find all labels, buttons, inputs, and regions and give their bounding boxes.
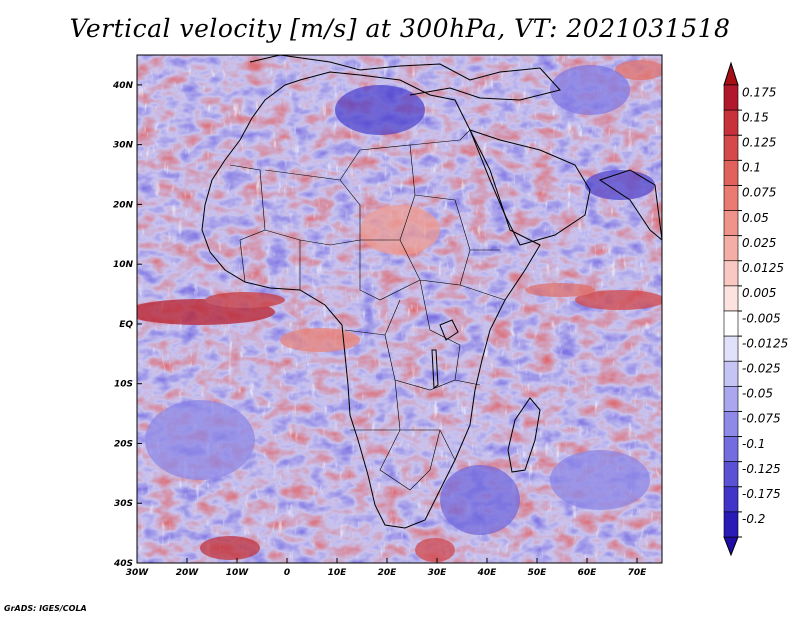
lat-tick-label: 10S [114,380,133,390]
colorbar-swatch [723,411,739,437]
lat-tick-label: 20N [113,200,134,210]
colorbar-swatch [723,436,739,462]
colorbar-top-arrow [723,61,739,86]
colorbar: 0.175 0.15 0.125 0.1 0.075 0.05 0.025 0.0125 0.0… [723,61,788,557]
europe-coastline [249,55,561,101]
lon-tick-label: 30W [126,568,150,578]
lat-tick-label: 30N [113,141,134,151]
lat-tick-label: 30S [114,499,133,509]
plot-frame [136,54,663,564]
colorbar-label: -0.025 [742,362,781,376]
colorbar-swatch [723,310,739,337]
colorbar-swatch [723,134,739,161]
lat-tick-label: EQ [119,320,133,330]
colorbar-swatch [723,235,739,262]
map-plot-area [137,55,662,563]
colorbar-swatch [723,360,739,387]
colorbar-label: 0.05 [742,211,769,225]
colorbar-label: 0.1 [742,161,761,175]
colorbar-swatch [723,185,739,211]
lon-tick-label: 10W [226,568,250,578]
colorbar-label: 0.175 [742,85,776,99]
country-borders [229,129,506,491]
colorbar-swatch [723,386,739,412]
colorbar-swatch [723,210,739,236]
lon-tick-label: 30E [428,568,448,578]
colorbar-label: -0.0125 [742,336,788,350]
colorbar-swatch [723,511,739,538]
madagascar-coastline [507,397,541,473]
colorbar-swatch [723,486,739,513]
longitude-axis: 30W 20W 10W 0 10E 20E 30E 40E 50E 60E 70E [126,558,647,578]
colorbar-label: 0.075 [742,186,776,200]
colorbar-label: -0.1 [742,437,765,451]
arabia-coastline [469,129,591,246]
upward-motion-bands [137,60,662,562]
lat-tick-label: 20S [114,439,133,449]
lon-tick-label: 40E [477,568,498,578]
colorbar-label: -0.005 [742,311,781,325]
colorbar-label: -0.125 [742,462,781,476]
lat-tick-label: 40S [113,559,133,569]
colorbar-swatch [723,260,739,287]
colorbar-label: 0.0125 [742,261,784,275]
colorbar-label: -0.05 [742,387,773,401]
africa-coastline [201,71,541,529]
latitude-axis: 40N 30N 20N 10N EQ 10S 20S 30S 40S [112,81,142,569]
lake-victoria [439,319,459,341]
colorbar-swatch [723,335,739,362]
lon-tick-label: 0 [284,568,290,578]
lon-tick-label: 10E [328,568,348,578]
colorbar-label: 0.125 [742,136,776,150]
colorbar-label: -0.175 [742,487,781,501]
lake-tanganyika [431,349,439,389]
lon-tick-label: 70E [628,568,648,578]
lon-tick-label: 20E [378,568,398,578]
lat-tick-label: 10N [113,260,134,270]
colorbar-label: 0.005 [742,286,776,300]
colorbar-label: 0.15 [742,110,769,124]
lon-tick-label: 50E [528,568,548,578]
colorbar-swatch [723,461,739,488]
coastlines-and-borders [201,55,662,529]
colorbar-label: -0.075 [742,412,781,426]
grads-credit: GrADS: IGES/COLA [4,604,87,613]
colorbar-label: 0.025 [742,236,776,250]
india-coastline [598,169,662,241]
colorbar-swatch [723,84,739,111]
colorbar-label: -0.2 [742,512,765,526]
colorbar-bottom-arrow [723,536,739,557]
colorbar-swatch [723,160,739,186]
downward-motion-bands [145,65,655,535]
lon-tick-label: 60E [578,568,598,578]
lat-tick-label: 40N [112,81,134,91]
colorbar-swatch [723,109,739,136]
colorbar-swatch [723,285,739,312]
map-title: Vertical velocity [m/s] at 300hPa, VT: 2… [69,14,731,43]
lon-tick-label: 20W [176,568,200,578]
